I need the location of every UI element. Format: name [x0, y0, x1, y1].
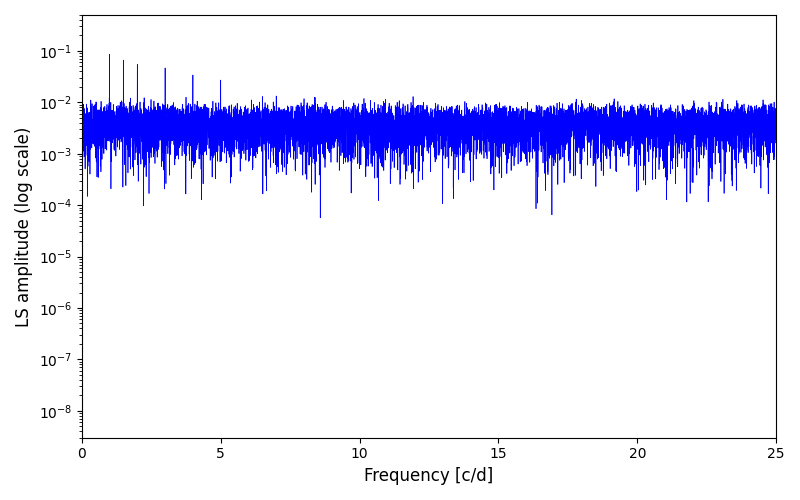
X-axis label: Frequency [c/d]: Frequency [c/d] [364, 467, 494, 485]
Y-axis label: LS amplitude (log scale): LS amplitude (log scale) [15, 126, 33, 326]
